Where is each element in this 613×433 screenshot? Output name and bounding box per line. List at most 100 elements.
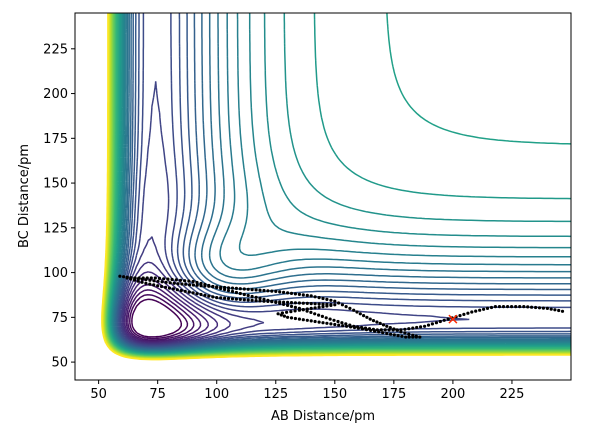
trajectory-point bbox=[171, 287, 175, 291]
trajectory-point bbox=[157, 276, 162, 280]
trajectory-point bbox=[246, 293, 250, 298]
trajectory-point bbox=[321, 302, 325, 306]
trajectory-point bbox=[156, 284, 160, 288]
trajectory-point bbox=[344, 305, 348, 309]
trajectory-point bbox=[258, 296, 262, 300]
trajectory-point bbox=[430, 322, 434, 326]
trajectory-point bbox=[207, 294, 211, 298]
trajectory-point bbox=[297, 317, 301, 321]
trajectory-point bbox=[219, 286, 223, 291]
trajectory-point bbox=[446, 317, 450, 321]
trajectory-point bbox=[234, 297, 238, 301]
trajectory-point bbox=[195, 292, 199, 296]
trajectory-point bbox=[163, 285, 168, 289]
trajectory-point bbox=[557, 308, 561, 313]
trajectory-point bbox=[175, 288, 179, 292]
trajectory-point bbox=[293, 309, 297, 313]
y-tick-label: 50 bbox=[51, 356, 68, 371]
trajectory-point bbox=[375, 320, 379, 324]
trajectory-point bbox=[518, 305, 522, 309]
trajectory-point bbox=[352, 324, 356, 328]
trajectory-point bbox=[293, 305, 297, 309]
trajectory-point bbox=[282, 314, 286, 318]
trajectory-point bbox=[560, 309, 565, 313]
trajectory-point bbox=[407, 332, 411, 336]
trajectory-point bbox=[289, 291, 294, 295]
trajectory-point bbox=[337, 323, 341, 327]
trajectory-point bbox=[160, 284, 164, 289]
trajectory-point bbox=[423, 324, 427, 328]
trajectory-point bbox=[418, 335, 422, 339]
trajectory-point bbox=[136, 279, 140, 283]
trajectory-point bbox=[153, 276, 157, 280]
trajectory-point bbox=[474, 309, 478, 313]
trajectory-point bbox=[141, 276, 145, 280]
trajectory-point bbox=[133, 276, 137, 280]
trajectory-point bbox=[293, 316, 297, 321]
trajectory-point bbox=[438, 319, 442, 324]
trajectory-point bbox=[188, 283, 192, 287]
trajectory-point bbox=[328, 317, 332, 321]
trajectory-point bbox=[226, 286, 231, 290]
x-tick-label: 75 bbox=[149, 387, 166, 402]
trajectory-point bbox=[289, 301, 294, 305]
trajectory-point bbox=[301, 301, 305, 305]
y-axis-title: BC Distance/pm bbox=[17, 144, 32, 248]
trajectory-point bbox=[407, 327, 411, 331]
trajectory-point bbox=[391, 328, 395, 332]
contour-line bbox=[103, 13, 571, 359]
trajectory-point bbox=[309, 302, 313, 306]
trajectory-point bbox=[289, 304, 294, 308]
trajectory-point bbox=[282, 302, 286, 306]
trajectory-point bbox=[482, 307, 486, 311]
trajectory-point bbox=[329, 322, 333, 326]
trajectory-point bbox=[313, 312, 317, 316]
trajectory-point bbox=[506, 305, 510, 309]
trajectory-point bbox=[282, 300, 286, 304]
x-tick-label: 200 bbox=[440, 387, 465, 402]
trajectory-point bbox=[493, 305, 497, 309]
trajectory-point bbox=[246, 287, 250, 291]
trajectory-point bbox=[317, 320, 321, 324]
trajectory-point bbox=[234, 290, 238, 295]
trajectory-point bbox=[411, 335, 415, 339]
trajectory-point bbox=[258, 299, 262, 303]
trajectory-point bbox=[305, 309, 309, 313]
trajectory-point bbox=[313, 306, 317, 310]
trajectory-point bbox=[360, 325, 364, 330]
trajectory-point bbox=[246, 298, 250, 302]
trajectory-point bbox=[466, 311, 470, 315]
trajectory-point bbox=[297, 292, 301, 296]
trajectory-point bbox=[122, 275, 126, 279]
trajectory-point bbox=[280, 311, 284, 315]
trajectory-point bbox=[278, 301, 282, 305]
trajectory-point bbox=[199, 281, 203, 286]
trajectory-point bbox=[442, 318, 446, 322]
trajectory-point bbox=[317, 302, 321, 306]
trajectory-point bbox=[358, 312, 362, 316]
trajectory-point bbox=[168, 281, 172, 285]
x-axis-title: AB Distance/pm bbox=[271, 409, 375, 424]
trajectory-point bbox=[270, 289, 274, 293]
trajectory-point bbox=[293, 301, 297, 305]
trajectory-point bbox=[297, 306, 301, 310]
trajectory-point bbox=[485, 306, 490, 310]
trajectory-point bbox=[254, 299, 258, 303]
trajectory-point bbox=[286, 315, 290, 319]
trajectory-point bbox=[149, 276, 153, 280]
trajectory-point bbox=[301, 293, 305, 297]
trajectory-point bbox=[392, 333, 396, 337]
trajectory-point bbox=[262, 288, 266, 293]
x-tick-label: 175 bbox=[381, 387, 406, 402]
contour-line bbox=[127, 289, 195, 341]
trajectory-point bbox=[403, 331, 407, 335]
trajectory-point bbox=[313, 295, 317, 299]
trajectory-point bbox=[348, 306, 352, 310]
trajectory-point bbox=[160, 280, 164, 284]
trajectory-point bbox=[203, 282, 207, 287]
trajectory-point bbox=[276, 312, 280, 316]
trajectory-point bbox=[379, 328, 383, 332]
trajectory-point bbox=[415, 325, 419, 330]
trajectory-point bbox=[534, 305, 538, 310]
trajectory-point bbox=[356, 325, 360, 329]
